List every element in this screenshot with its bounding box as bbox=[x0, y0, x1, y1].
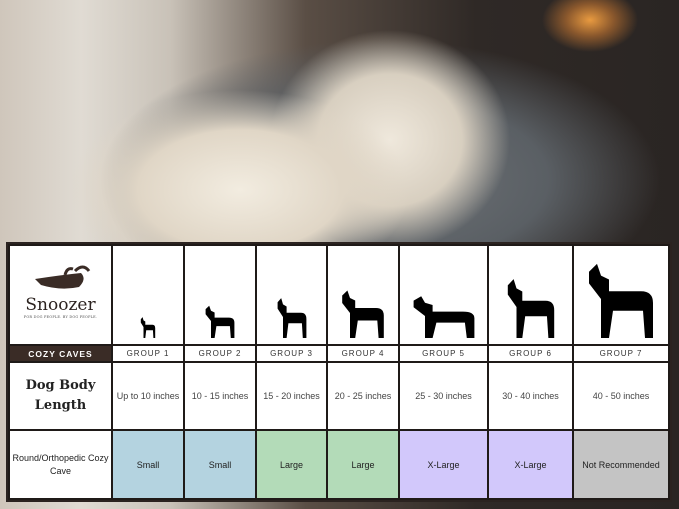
pomeranian-icon bbox=[205, 305, 235, 338]
dog-silhouette bbox=[326, 244, 400, 346]
group-label: GROUP 6 bbox=[487, 344, 574, 363]
group-label: GROUP 5 bbox=[398, 344, 489, 363]
dog-silhouette bbox=[183, 244, 257, 346]
body-length: 30 - 40 inches bbox=[487, 361, 574, 431]
dog-silhouette bbox=[255, 244, 328, 346]
cave-size: Small bbox=[111, 429, 185, 500]
group-label: GROUP 4 bbox=[326, 344, 400, 363]
group-label: GROUP 2 bbox=[183, 344, 257, 363]
group-label: GROUP 3 bbox=[255, 344, 328, 363]
body-length: 40 - 50 inches bbox=[572, 361, 670, 431]
body-length: 10 - 15 inches bbox=[183, 361, 257, 431]
cave-label: Round/Orthopedic Cozy Cave bbox=[8, 429, 113, 500]
body-length: 25 - 30 inches bbox=[398, 361, 489, 431]
boston-terrier-icon bbox=[277, 298, 306, 338]
brand-name: Snoozer bbox=[25, 295, 96, 315]
body-length: 20 - 25 inches bbox=[326, 361, 400, 431]
doberman-icon bbox=[507, 279, 554, 338]
cave-size: Not Recommended bbox=[572, 429, 670, 500]
great-dane-icon bbox=[589, 263, 653, 338]
section-label: COZY CAVES bbox=[8, 344, 113, 363]
chihuahua-icon bbox=[140, 317, 156, 338]
dog-silhouette bbox=[398, 244, 489, 346]
dog-silhouette bbox=[487, 244, 574, 346]
dog-silhouette bbox=[572, 244, 670, 346]
brand-logo: Snoozer FOR DOG PEOPLE. BY DOG PEOPLE. bbox=[8, 244, 113, 346]
cave-size: Large bbox=[326, 429, 400, 500]
body-length: 15 - 20 inches bbox=[255, 361, 328, 431]
size-chart: Snoozer FOR DOG PEOPLE. BY DOG PEOPLE. C… bbox=[6, 242, 672, 502]
golden-retriever-icon bbox=[413, 296, 474, 338]
cave-size: Large bbox=[255, 429, 328, 500]
group-label: GROUP 7 bbox=[572, 344, 670, 363]
dog-logo-icon bbox=[34, 265, 90, 289]
body-length: Up to 10 inches bbox=[111, 361, 185, 431]
length-label: Dog Body Length bbox=[8, 361, 113, 431]
cave-size: X-Large bbox=[487, 429, 574, 500]
brand-tagline: FOR DOG PEOPLE. BY DOG PEOPLE. bbox=[23, 315, 98, 319]
cave-size: X-Large bbox=[398, 429, 489, 500]
shiba-inu-icon bbox=[342, 290, 384, 338]
cave-size: Small bbox=[183, 429, 257, 500]
dog-silhouette bbox=[111, 244, 185, 346]
group-label: GROUP 1 bbox=[111, 344, 185, 363]
